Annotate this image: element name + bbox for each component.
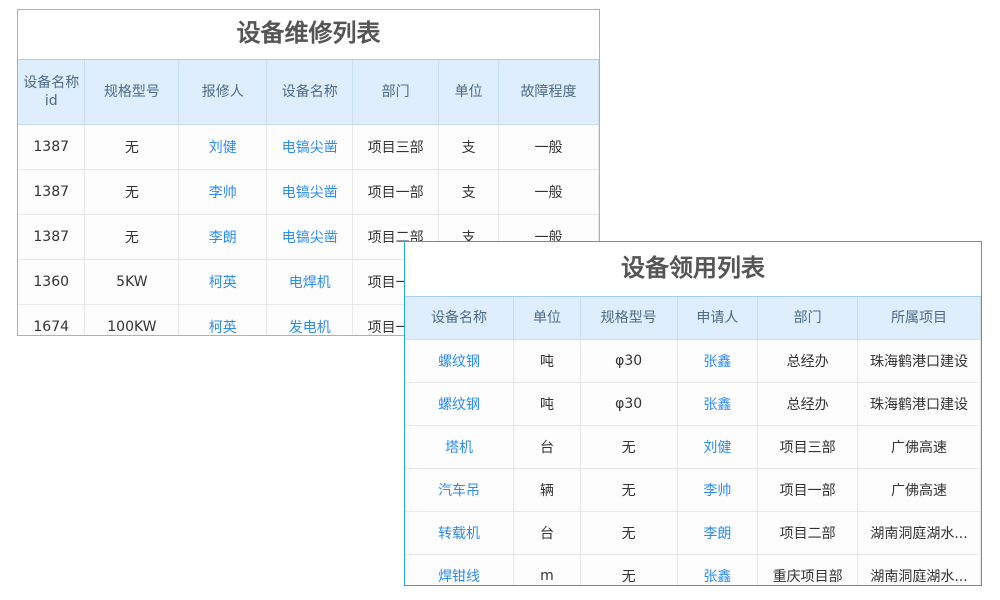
- table-cell: 100KW: [84, 304, 180, 335]
- table-cell: 支: [438, 169, 500, 215]
- table-row: 汽车吊辆无李帅 项目一部 广佛高速: [405, 468, 981, 512]
- cell-link[interactable]: 转载机: [405, 511, 515, 555]
- column-header: 设备名称: [266, 60, 354, 125]
- table-row: 塔机台无刘健 项目三部 广佛高速: [405, 425, 981, 469]
- table-cell: 无: [84, 124, 180, 170]
- column-header: 故障程度: [498, 60, 599, 125]
- table-row: 螺纹钢吨 φ30 张鑫 总经办 珠海鹤港口建设: [405, 339, 981, 383]
- table-cell: 广佛高速: [857, 468, 981, 512]
- column-header: 设备名称: [405, 297, 515, 340]
- panel-title: 设备领用列表: [405, 242, 981, 297]
- cell-link[interactable]: 塔机: [405, 425, 515, 469]
- cell-link[interactable]: 李朗: [178, 214, 268, 260]
- table-cell: 广佛高速: [857, 425, 981, 469]
- table-cell: 台: [513, 425, 581, 469]
- column-header: 申请人: [677, 297, 759, 340]
- table-row: 1387 无李帅 电镐尖凿 项目一部支一般: [18, 169, 599, 215]
- table-cell: 支: [438, 124, 500, 170]
- cell-link[interactable]: 李朗: [677, 511, 759, 555]
- cell-link[interactable]: 电镐尖凿: [266, 124, 354, 170]
- cell-link[interactable]: 汽车吊: [405, 468, 515, 512]
- table-cell: 重庆项目部: [757, 554, 859, 585]
- column-header: 单位: [513, 297, 581, 340]
- table-cell: 一般: [498, 169, 599, 215]
- table-cell: 珠海鹤港口建设: [857, 382, 981, 426]
- table-cell: 台: [513, 511, 581, 555]
- cell-link[interactable]: 张鑫: [677, 382, 759, 426]
- cell-link[interactable]: 螺纹钢: [405, 382, 515, 426]
- table-cell: 总经办: [757, 382, 859, 426]
- table-cell: 无: [580, 554, 678, 585]
- cell-link[interactable]: 螺纹钢: [405, 339, 515, 383]
- column-header: 部门: [757, 297, 859, 340]
- cell-link[interactable]: 张鑫: [677, 339, 759, 383]
- cell-link[interactable]: 柯英: [178, 304, 268, 335]
- table-row: 转载机台无李朗 项目二部 湖南洞庭湖水...: [405, 511, 981, 555]
- usage-table: 设备名称 单位 规格型号 申请人 部门 所属项目 螺纹钢吨 φ30 张鑫 总经办 珠海鹤港口建设 螺纹…: [405, 297, 981, 585]
- cell-link[interactable]: 刘健: [178, 124, 268, 170]
- column-header: 规格型号: [84, 60, 180, 125]
- table-cell: 湖南洞庭湖水...: [857, 554, 981, 585]
- table-cell: 项目三部: [352, 124, 440, 170]
- table-cell: 无: [84, 214, 180, 260]
- cell-link[interactable]: 发电机: [266, 304, 354, 335]
- table-cell: 无: [84, 169, 180, 215]
- table-cell: 总经办: [757, 339, 859, 383]
- table-cell: 珠海鹤港口建设: [857, 339, 981, 383]
- table-cell: 1387: [18, 124, 86, 170]
- cell-link[interactable]: 刘健: [677, 425, 759, 469]
- cell-link[interactable]: 焊钳线: [405, 554, 515, 585]
- table-cell: φ30: [580, 339, 678, 383]
- table-cell: 一般: [498, 124, 599, 170]
- table-cell: 项目三部: [757, 425, 859, 469]
- column-header: 所属项目: [857, 297, 981, 340]
- cell-link[interactable]: 柯英: [178, 259, 268, 305]
- table-cell: 辆: [513, 468, 581, 512]
- table-row: 1387 无李朗 电镐尖凿 项目二部支一般: [18, 214, 599, 260]
- table-cell: 湖南洞庭湖水...: [857, 511, 981, 555]
- table-cell: 1387: [18, 214, 86, 260]
- table-row: 焊钳线 m 无张鑫 重庆项目部 湖南洞庭湖水...: [405, 554, 981, 585]
- cell-link[interactable]: 电镐尖凿: [266, 169, 354, 215]
- column-header: 设备名称id: [18, 60, 86, 125]
- cell-link[interactable]: 李帅: [677, 468, 759, 512]
- cell-link[interactable]: 电镐尖凿: [266, 214, 354, 260]
- table-cell: φ30: [580, 382, 678, 426]
- table-cell: 项目二部: [757, 511, 859, 555]
- table-cell: 无: [580, 511, 678, 555]
- table-cell: 1674: [18, 304, 86, 335]
- cell-link[interactable]: 张鑫: [677, 554, 759, 585]
- equipment-usage-panel: 设备领用列表 设备名称 单位 规格型号 申请人 部门 所属项目 螺纹钢吨 φ30 张鑫 总经办 珠海…: [404, 241, 982, 586]
- table-cell: 1387: [18, 169, 86, 215]
- table-row: 螺纹钢吨 φ30 张鑫 总经办 珠海鹤港口建设: [405, 382, 981, 426]
- column-header: 报修人: [178, 60, 268, 125]
- table-cell: 项目一部: [352, 169, 440, 215]
- column-header: 规格型号: [580, 297, 678, 340]
- column-header: 单位: [438, 60, 500, 125]
- table-cell: 吨: [513, 382, 581, 426]
- table-cell: 1360: [18, 259, 86, 305]
- table-cell: 5KW: [84, 259, 180, 305]
- cell-link[interactable]: 李帅: [178, 169, 268, 215]
- column-header: 部门: [352, 60, 440, 125]
- cell-link[interactable]: 电焊机: [266, 259, 354, 305]
- table-row: 1387 无刘健 电镐尖凿 项目三部支一般: [18, 124, 599, 170]
- table-cell: m: [513, 554, 581, 585]
- table-cell: 吨: [513, 339, 581, 383]
- panel-title: 设备维修列表: [18, 10, 599, 60]
- table-cell: 项目一部: [757, 468, 859, 512]
- table-cell: 无: [580, 468, 678, 512]
- table-cell: 无: [580, 425, 678, 469]
